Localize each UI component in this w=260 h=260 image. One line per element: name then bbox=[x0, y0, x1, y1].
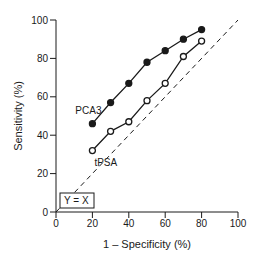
svg-text:80: 80 bbox=[196, 218, 208, 229]
svg-text:100: 100 bbox=[230, 218, 247, 229]
svg-text:60: 60 bbox=[37, 91, 49, 102]
svg-text:PCA3: PCA3 bbox=[75, 105, 102, 116]
svg-text:100: 100 bbox=[31, 15, 48, 26]
svg-text:40: 40 bbox=[123, 218, 135, 229]
svg-text:Y = X: Y = X bbox=[64, 195, 89, 206]
svg-text:tPSA: tPSA bbox=[94, 157, 117, 168]
svg-text:40: 40 bbox=[37, 130, 49, 141]
svg-text:1 – Specificity (%): 1 – Specificity (%) bbox=[103, 238, 191, 250]
svg-text:0: 0 bbox=[53, 218, 59, 229]
svg-text:0: 0 bbox=[42, 207, 48, 218]
svg-text:80: 80 bbox=[37, 53, 49, 64]
svg-text:Sensitivity (%): Sensitivity (%) bbox=[12, 81, 24, 151]
svg-text:20: 20 bbox=[37, 168, 49, 179]
svg-text:60: 60 bbox=[160, 218, 172, 229]
svg-text:20: 20 bbox=[87, 218, 99, 229]
